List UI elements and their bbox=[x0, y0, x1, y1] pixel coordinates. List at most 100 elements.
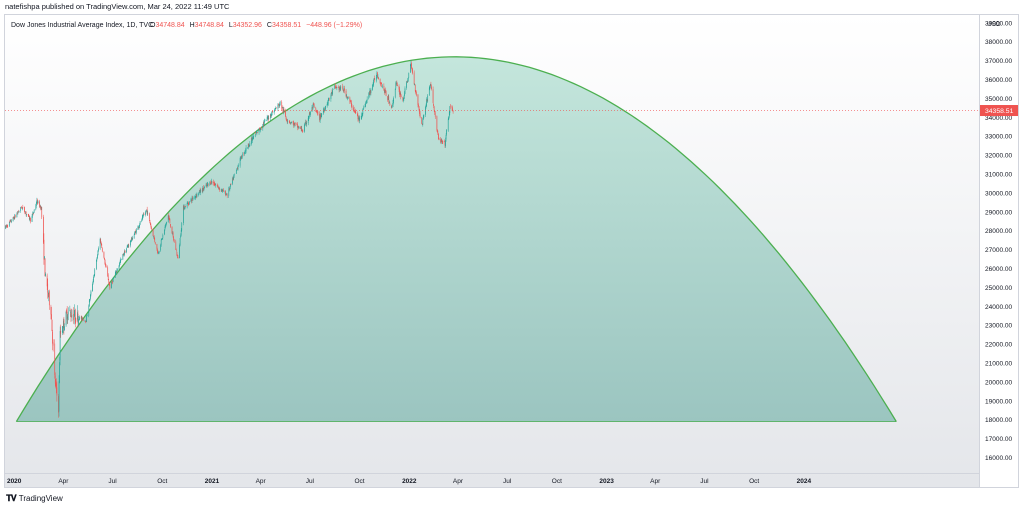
candle bbox=[71, 308, 72, 318]
candle bbox=[245, 145, 247, 154]
candle bbox=[156, 243, 158, 251]
candle bbox=[373, 78, 375, 80]
candle bbox=[145, 210, 146, 217]
candle bbox=[255, 131, 257, 135]
candle bbox=[286, 118, 287, 122]
candle bbox=[111, 281, 112, 289]
candle bbox=[220, 188, 222, 192]
candle bbox=[423, 114, 425, 119]
candle bbox=[114, 271, 116, 278]
candle bbox=[368, 92, 370, 100]
candle bbox=[434, 111, 436, 119]
candle bbox=[339, 86, 340, 92]
candle bbox=[422, 117, 424, 127]
candle bbox=[343, 85, 345, 93]
candle bbox=[252, 136, 254, 140]
candle bbox=[317, 110, 318, 116]
candle bbox=[385, 87, 386, 94]
candle bbox=[190, 197, 192, 203]
candle bbox=[213, 180, 215, 187]
arc-curve[interactable] bbox=[15, 56, 897, 422]
candle bbox=[332, 88, 334, 90]
candle bbox=[419, 110, 421, 119]
candle bbox=[397, 82, 398, 87]
candle bbox=[172, 231, 174, 238]
candle bbox=[244, 150, 246, 155]
candle bbox=[432, 86, 434, 104]
time-tick-label: 2023 bbox=[599, 478, 614, 485]
candle bbox=[366, 96, 368, 104]
candle bbox=[21, 207, 23, 211]
candle bbox=[278, 103, 279, 105]
candle bbox=[360, 115, 362, 120]
candle bbox=[160, 243, 162, 252]
candle bbox=[104, 257, 105, 261]
candle bbox=[187, 201, 189, 205]
candle bbox=[285, 108, 286, 118]
candle bbox=[192, 196, 194, 201]
candle bbox=[152, 228, 154, 237]
candle bbox=[150, 221, 151, 226]
candle bbox=[165, 223, 166, 229]
candle bbox=[168, 213, 170, 220]
candle bbox=[127, 244, 129, 248]
price-tick-label: 21000.00 bbox=[985, 361, 1012, 368]
candle bbox=[239, 156, 241, 168]
candle bbox=[5, 225, 6, 230]
candle bbox=[127, 244, 129, 248]
candle bbox=[149, 219, 151, 224]
candle bbox=[293, 122, 295, 128]
candle bbox=[441, 139, 443, 145]
price-tick-label: 34000.00 bbox=[985, 115, 1012, 122]
candle bbox=[214, 182, 216, 186]
price-chart[interactable]: 39000.00 38000.00 37000.00 36000.00 35000.00… bbox=[5, 15, 1018, 487]
candle bbox=[184, 203, 186, 210]
candle bbox=[316, 109, 318, 114]
candle bbox=[67, 307, 69, 321]
chart-frame[interactable]: 39000.00 38000.00 37000.00 36000.00 35000.00… bbox=[4, 14, 1019, 488]
candle bbox=[175, 239, 177, 251]
candle bbox=[150, 223, 152, 229]
candle bbox=[451, 105, 453, 111]
candle bbox=[25, 211, 27, 217]
candle bbox=[404, 91, 405, 99]
tradingview-footer[interactable]: 𝐓𝐕 TradingView bbox=[6, 493, 63, 504]
candle bbox=[301, 125, 303, 132]
candle bbox=[232, 176, 234, 181]
candle bbox=[293, 120, 294, 128]
candle bbox=[52, 329, 53, 351]
candle bbox=[350, 99, 352, 104]
candle bbox=[132, 235, 133, 241]
candle bbox=[374, 75, 376, 83]
candle bbox=[39, 204, 41, 208]
candle bbox=[16, 212, 18, 218]
candle bbox=[85, 320, 86, 324]
candle bbox=[392, 103, 393, 107]
candle bbox=[134, 231, 136, 235]
time-axis[interactable]: 2020 Apr Jul Oct 2021 Apr Jul Oct 2022 Apr Jul Oct 2… bbox=[7, 478, 812, 485]
candle bbox=[345, 88, 347, 98]
candle bbox=[218, 186, 220, 190]
time-tick-label: Jul bbox=[108, 478, 117, 485]
candle bbox=[236, 168, 238, 171]
candle bbox=[207, 181, 209, 187]
candle bbox=[433, 105, 435, 112]
price-axis[interactable]: 39000.00 38000.00 37000.00 36000.00 35000.00… bbox=[980, 20, 1018, 462]
price-tick-label: 35000.00 bbox=[985, 96, 1012, 103]
candle bbox=[183, 204, 184, 226]
candle bbox=[300, 126, 302, 130]
candle bbox=[297, 122, 298, 131]
candle bbox=[340, 85, 342, 91]
candle bbox=[184, 207, 185, 210]
candle bbox=[32, 212, 34, 216]
candle bbox=[415, 90, 417, 97]
candle bbox=[160, 238, 162, 247]
candle bbox=[430, 83, 431, 89]
candle bbox=[307, 115, 309, 126]
candle bbox=[365, 102, 366, 108]
candle bbox=[248, 144, 250, 148]
candle bbox=[444, 139, 445, 142]
candle bbox=[440, 137, 442, 144]
candle bbox=[232, 176, 233, 186]
candle bbox=[147, 210, 149, 216]
